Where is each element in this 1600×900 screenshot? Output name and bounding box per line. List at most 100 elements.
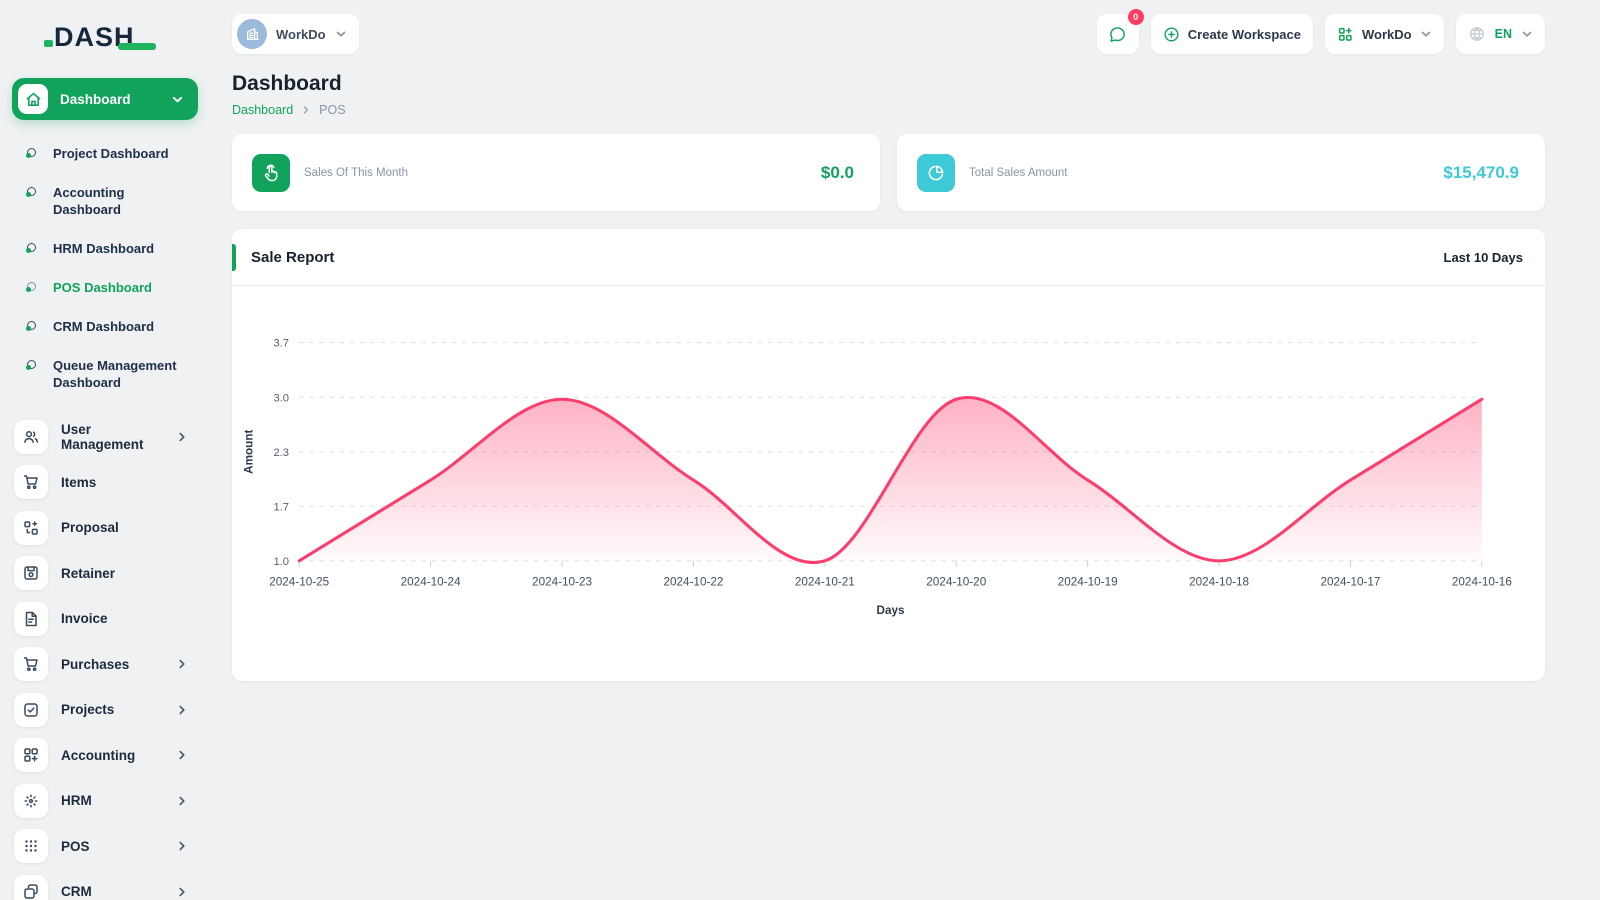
sidebar-item-crm[interactable]: CRM	[0, 869, 212, 900]
create-workspace-label: Create Workspace	[1187, 26, 1302, 42]
retainer-icon	[14, 556, 48, 591]
submenu-label: HRM Dashboard	[53, 241, 155, 256]
invoice-icon	[14, 601, 48, 636]
globe-icon	[1468, 25, 1486, 43]
users-icon	[14, 419, 48, 454]
check-square-icon	[14, 692, 48, 727]
page-content: Dashboard Dashboard POS Sales Of This Mo…	[212, 58, 1600, 681]
menu-label: HRM	[61, 793, 92, 809]
stats-row: Sales Of This Month $0.0 Total Sales Amo…	[232, 134, 1545, 211]
menu-label: CRM	[61, 884, 92, 900]
menu-label: Invoice	[61, 611, 108, 627]
sidebar-item-pos-dashboard[interactable]: POS Dashboard	[0, 268, 212, 307]
workdo-menu-button[interactable]: WorkDo	[1325, 14, 1444, 54]
chevron-down-icon	[1521, 28, 1533, 40]
hrm-dots-icon	[14, 783, 48, 818]
circle-bullet-icon	[26, 148, 36, 158]
chat-icon	[1108, 25, 1127, 44]
breadcrumb-link-dashboard[interactable]: Dashboard	[232, 103, 294, 117]
stat-card-total-sales-amount: Total Sales Amount $15,470.9	[897, 134, 1545, 211]
sale-report-card: Sale Report Last 10 Days 1.0 1.7 2.3 3.0 3.7…	[232, 229, 1545, 681]
circle-bullet-icon	[26, 187, 36, 197]
chevron-down-icon	[1420, 28, 1432, 40]
sale-report-header: Sale Report Last 10 Days	[232, 229, 1545, 286]
menu-label: Items	[61, 474, 97, 490]
chevron-right-icon	[176, 658, 188, 670]
stat-label: Sales Of This Month	[304, 166, 408, 179]
sidebar-item-crm-dashboard[interactable]: CRM Dashboard	[0, 307, 212, 346]
pie-chart-icon	[917, 153, 955, 192]
stat-card-sales-of-this-month: Sales Of This Month $0.0	[232, 134, 880, 211]
svg-text:2024-10-18: 2024-10-18	[1189, 575, 1249, 588]
chevron-right-icon	[176, 840, 188, 852]
svg-text:2024-10-19: 2024-10-19	[1058, 575, 1118, 588]
sidebar-item-accounting-dashboard[interactable]: Accounting Dashboard	[0, 173, 212, 229]
chevron-down-icon	[171, 93, 184, 106]
sidebar-item-purchases[interactable]: Purchases	[0, 642, 212, 688]
logo-accent-bar	[118, 43, 156, 50]
breadcrumb: Dashboard POS	[232, 103, 1545, 117]
submenu-label: Project Dashboard	[53, 146, 169, 161]
sidebar-item-hrm[interactable]: HRM	[0, 778, 212, 824]
plus-circle-icon	[1163, 26, 1180, 43]
sidebar-item-pos[interactable]: POS	[0, 824, 212, 870]
menu-label: User Management	[61, 421, 144, 452]
page-title: Dashboard	[232, 72, 342, 95]
svg-text:2024-10-17: 2024-10-17	[1320, 575, 1380, 588]
sidebar-item-hrm-dashboard[interactable]: HRM Dashboard	[0, 229, 212, 268]
workspace-name: WorkDo	[276, 26, 326, 42]
menu-label: Retainer	[61, 565, 116, 581]
topbar: WorkDo 0 Create Workspace	[212, 0, 1600, 58]
circle-bullet-icon	[26, 360, 36, 370]
brand-logo[interactable]: DASH	[0, 14, 212, 60]
sidebar-item-proposal[interactable]: Proposal	[0, 505, 212, 551]
sidebar-item-user-management[interactable]: User Management	[0, 414, 212, 460]
sidebar-item-project-dashboard[interactable]: Project Dashboard	[0, 134, 212, 173]
grid-plus-icon	[1337, 26, 1354, 43]
language-label: EN	[1494, 27, 1512, 41]
sale-report-title: Sale Report	[251, 248, 335, 266]
chevron-right-icon	[176, 704, 188, 716]
area-chart-canvas: 1.0 1.7 2.3 3.0 3.7 2024-10-25 2024-10-24 2024-…	[236, 308, 1541, 667]
cart-icon	[14, 465, 48, 500]
sidebar-item-dashboard[interactable]: Dashboard	[12, 78, 198, 120]
sidebar-item-items[interactable]: Items	[0, 460, 212, 506]
circle-bullet-icon	[26, 282, 36, 292]
svg-text:2024-10-21: 2024-10-21	[795, 575, 855, 588]
svg-text:3.7: 3.7	[273, 338, 289, 350]
messages-button[interactable]: 0	[1096, 9, 1144, 54]
create-workspace-button[interactable]: Create Workspace	[1150, 14, 1314, 54]
svg-text:2.3: 2.3	[273, 447, 289, 459]
workspace-avatar	[237, 19, 267, 49]
workspace-selector[interactable]: WorkDo	[232, 14, 359, 54]
sidebar-item-label: Dashboard	[60, 91, 131, 107]
chevron-right-icon	[176, 431, 188, 443]
svg-text:2024-10-24: 2024-10-24	[401, 575, 461, 588]
notification-badge: 0	[1127, 9, 1144, 25]
chevron-right-icon	[301, 105, 311, 115]
dashboard-submenu: Project Dashboard Accounting Dashboard H…	[0, 130, 212, 408]
proposal-icon	[14, 510, 48, 545]
language-selector[interactable]: EN	[1455, 14, 1545, 54]
sidebar-item-queue-management-dashboard[interactable]: Queue Management Dashboard	[0, 346, 212, 402]
svg-text:Amount: Amount	[242, 430, 255, 474]
grid-plus-icon	[14, 738, 48, 773]
sidebar-item-projects[interactable]: Projects	[0, 687, 212, 733]
sidebar-main-menu: User Management Items Proposal Retaine	[0, 408, 212, 900]
overlap-squares-icon	[14, 874, 48, 900]
sidebar-item-retainer[interactable]: Retainer	[0, 551, 212, 597]
submenu-label: POS Dashboard	[53, 280, 152, 295]
sidebar-item-accounting[interactable]: Accounting	[0, 733, 212, 779]
stat-value: $0.0	[820, 162, 854, 182]
menu-label: POS	[61, 838, 90, 854]
chevron-down-icon	[335, 28, 347, 40]
topbar-actions: 0 Create Workspace WorkDo	[1096, 9, 1545, 54]
submenu-label: Queue Management Dashboard	[53, 358, 177, 390]
sidebar-item-invoice[interactable]: Invoice	[0, 596, 212, 642]
workdo-menu-label: WorkDo	[1362, 26, 1412, 42]
home-icon	[18, 84, 48, 114]
svg-text:2024-10-20: 2024-10-20	[926, 575, 986, 588]
stat-label: Total Sales Amount	[969, 166, 1068, 179]
chevron-right-icon	[176, 749, 188, 761]
